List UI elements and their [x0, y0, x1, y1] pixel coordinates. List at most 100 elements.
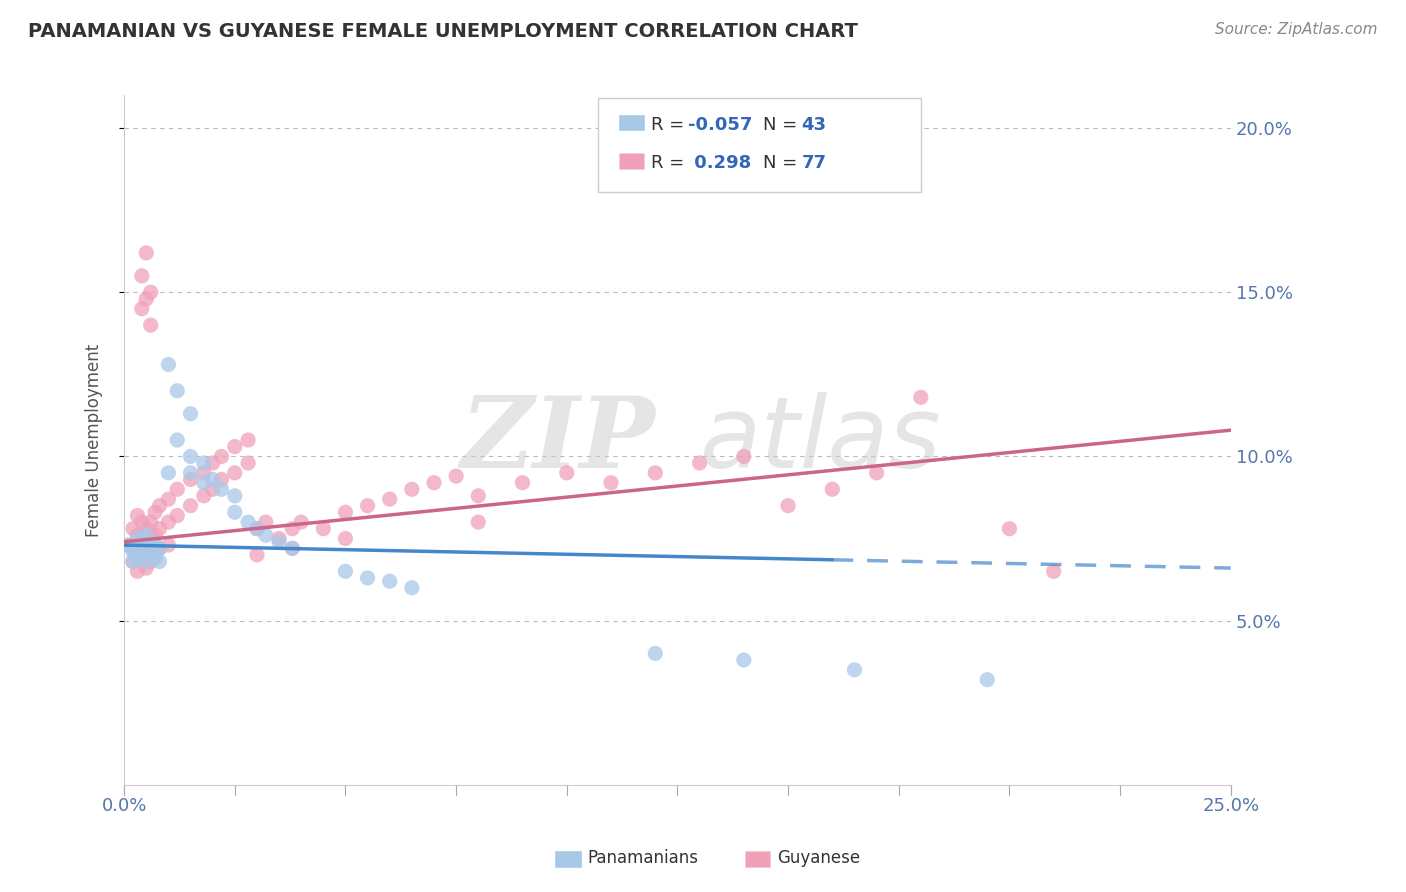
Point: [127, 508, 149, 523]
Point: [135, 561, 157, 575]
Point: [131, 534, 153, 549]
Point: [378, 574, 401, 589]
Point: [131, 515, 153, 529]
Point: [135, 245, 157, 260]
Text: atlas: atlas: [700, 392, 941, 489]
Point: [246, 522, 269, 536]
Text: R =: R =: [651, 116, 690, 134]
Point: [335, 565, 357, 579]
Text: PANAMANIAN VS GUYANESE FEMALE UNEMPLOYMENT CORRELATION CHART: PANAMANIAN VS GUYANESE FEMALE UNEMPLOYME…: [28, 22, 858, 41]
Point: [180, 450, 202, 464]
Point: [401, 581, 423, 595]
Point: [335, 532, 357, 546]
Point: [290, 515, 312, 529]
Point: [254, 515, 277, 529]
Point: [246, 522, 269, 536]
Point: [148, 522, 170, 536]
Y-axis label: Female Unemployment: Female Unemployment: [86, 343, 103, 537]
Text: 77: 77: [801, 154, 827, 172]
Point: [1042, 565, 1064, 579]
Point: [224, 489, 246, 503]
Point: [180, 466, 202, 480]
Point: [127, 544, 149, 558]
Point: [131, 301, 153, 316]
Point: [180, 407, 202, 421]
Point: [281, 522, 304, 536]
Point: [211, 450, 233, 464]
Text: Guyanese: Guyanese: [778, 849, 860, 867]
Point: [193, 475, 215, 490]
Point: [157, 538, 180, 552]
Point: [122, 541, 145, 556]
Point: [467, 489, 489, 503]
Point: [201, 472, 224, 486]
Point: [512, 475, 534, 490]
Point: [135, 541, 157, 556]
Point: [356, 571, 378, 585]
Point: [844, 663, 866, 677]
Point: [281, 541, 304, 556]
Point: [122, 554, 145, 568]
Point: [201, 456, 224, 470]
Point: [135, 554, 157, 568]
Point: [998, 522, 1021, 536]
Point: [281, 541, 304, 556]
Point: [910, 390, 932, 404]
Point: [865, 466, 887, 480]
Point: [143, 538, 166, 552]
Point: [117, 538, 139, 552]
Point: [127, 528, 149, 542]
Point: [139, 532, 162, 546]
Point: [131, 268, 153, 283]
Point: [644, 647, 666, 661]
Point: [122, 554, 145, 568]
Point: [335, 505, 357, 519]
Point: [467, 515, 489, 529]
Point: [157, 515, 180, 529]
Point: [135, 528, 157, 542]
Point: [224, 440, 246, 454]
Point: [211, 472, 233, 486]
Point: [236, 456, 259, 470]
Point: [733, 653, 755, 667]
Point: [166, 508, 188, 523]
Text: R =: R =: [651, 154, 690, 172]
Point: [135, 522, 157, 536]
Point: [117, 538, 139, 552]
Point: [401, 483, 423, 497]
Point: [139, 534, 162, 549]
Point: [143, 551, 166, 566]
Point: [733, 450, 755, 464]
Text: Source: ZipAtlas.com: Source: ZipAtlas.com: [1215, 22, 1378, 37]
Point: [139, 515, 162, 529]
Point: [127, 565, 149, 579]
Point: [644, 466, 666, 480]
Text: 0.298: 0.298: [688, 154, 751, 172]
Point: [148, 499, 170, 513]
Point: [139, 554, 162, 568]
Text: -0.057: -0.057: [688, 116, 752, 134]
Point: [135, 541, 157, 556]
Text: 43: 43: [801, 116, 827, 134]
Point: [122, 522, 145, 536]
Point: [254, 528, 277, 542]
Point: [312, 522, 335, 536]
Point: [976, 673, 998, 687]
Text: Panamanians: Panamanians: [588, 849, 699, 867]
Point: [267, 532, 290, 546]
Point: [555, 466, 578, 480]
Point: [778, 499, 800, 513]
Text: ZIP: ZIP: [460, 392, 655, 488]
Point: [143, 505, 166, 519]
Point: [157, 358, 180, 372]
Point: [423, 475, 446, 490]
Point: [143, 528, 166, 542]
Text: N =: N =: [763, 116, 803, 134]
Point: [148, 554, 170, 568]
Point: [135, 292, 157, 306]
Point: [201, 483, 224, 497]
Point: [139, 285, 162, 300]
Point: [131, 544, 153, 558]
Point: [127, 541, 149, 556]
Point: [246, 548, 269, 562]
